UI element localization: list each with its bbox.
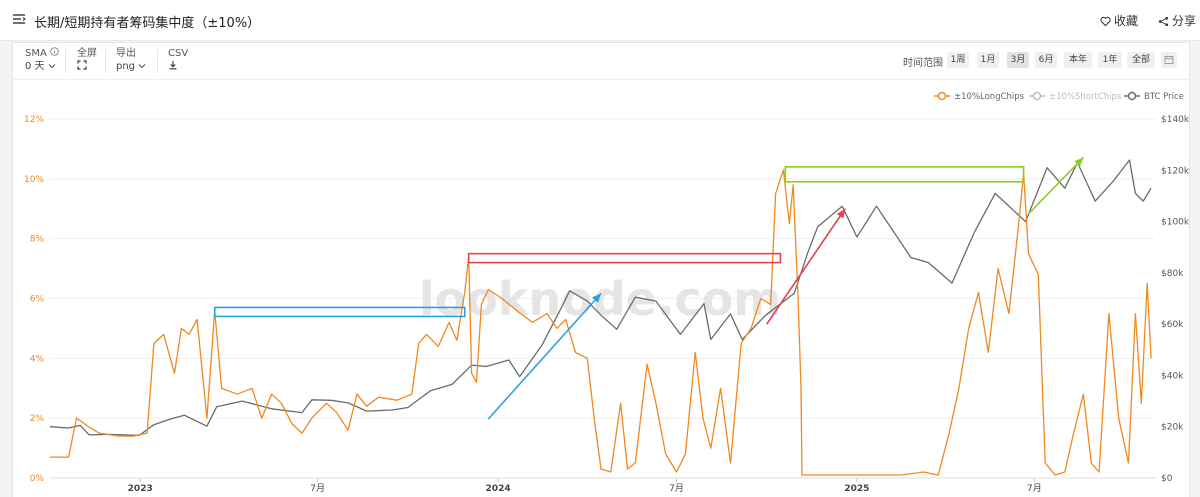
right-axis-tick-label: $80k	[1161, 269, 1184, 279]
left-axis-tick-label: 12%	[24, 115, 44, 125]
watermark: looknode.com	[419, 272, 781, 326]
left-axis-tick-label: 8%	[30, 235, 45, 245]
legend-label: BTC Price	[1144, 92, 1184, 102]
menu-icon[interactable]	[12, 12, 26, 26]
heart-icon	[1100, 16, 1111, 27]
legend-swatch-marker	[1032, 91, 1042, 101]
blue-range-box	[213, 306, 466, 318]
export-control[interactable]: 导出 png	[116, 47, 146, 73]
red-range-box	[467, 252, 782, 264]
x-axis-tick-label: 7月	[669, 483, 684, 494]
left-axis-tick-label: 2%	[30, 414, 45, 424]
sma-value: 0 天	[25, 61, 45, 72]
long-chips-line	[50, 169, 1152, 476]
right-axis-tick-label: $140k	[1161, 115, 1190, 125]
x-axis-tick-label: 2023	[128, 484, 153, 494]
sma-label: SMA	[25, 48, 47, 59]
right-axis-tick-label: $40k	[1161, 371, 1184, 381]
range-1y-button[interactable]: 1年	[1098, 52, 1122, 68]
range-ytd-button[interactable]: 本年	[1064, 52, 1092, 68]
chevron-down-icon	[138, 64, 146, 69]
info-icon	[50, 47, 59, 56]
right-axis-tick-label: $60k	[1161, 320, 1184, 330]
page-title: 长期/短期持有者筹码集中度（±10%）	[34, 16, 261, 31]
x-axis-tick-label: 7月	[1027, 483, 1042, 494]
favorite-label: 收藏	[1114, 14, 1139, 28]
green-arrow-head	[1074, 157, 1084, 167]
calendar-icon	[1164, 55, 1174, 64]
x-axis-tick-label: 2024	[486, 484, 511, 494]
divider	[65, 49, 66, 73]
legend-label: ±10%ShortChips	[1049, 92, 1122, 102]
chevron-down-icon	[48, 64, 56, 69]
x-axis-tick-label: 7月	[310, 483, 325, 494]
legend-item[interactable]: ±10%LongChips	[934, 91, 1025, 102]
right-axis-tick-label: $0	[1161, 474, 1173, 484]
legend-swatch-marker	[1127, 91, 1137, 101]
share-label: 分享	[1172, 14, 1197, 28]
right-axis-tick-label: $100k	[1161, 218, 1190, 228]
export-label: 导出	[116, 48, 136, 59]
fullscreen-icon	[77, 60, 87, 70]
legend-item[interactable]: BTC Price	[1124, 91, 1184, 102]
right-axis-tick-label: $20k	[1161, 423, 1184, 433]
left-axis-tick-label: 0%	[30, 474, 45, 484]
range-6m-button[interactable]: 6月	[1035, 52, 1057, 68]
favorite-button[interactable]: 收藏	[1100, 12, 1138, 29]
sma-control[interactable]: SMA 0 天	[25, 47, 59, 73]
share-button[interactable]: 分享	[1158, 12, 1196, 29]
export-format: png	[116, 61, 136, 72]
left-axis-tick-label: 10%	[24, 175, 44, 185]
share-icon	[1158, 16, 1169, 27]
legend-item[interactable]: ±10%ShortChips	[1029, 91, 1122, 102]
legend-label: ±10%LongChips	[954, 92, 1025, 102]
chart-toolbar: SMA 0 天 全屏 导出 png CSV 时间范围 1周 1月 3月 6月 本…	[13, 43, 1189, 80]
chart-card: SMA 0 天 全屏 导出 png CSV 时间范围 1周 1月 3月 6月 本…	[12, 42, 1190, 497]
green-range-box	[784, 166, 1025, 183]
divider	[105, 49, 106, 73]
csv-button[interactable]: CSV	[168, 47, 188, 74]
green-arrow-line	[1027, 156, 1084, 215]
x-axis-tick-label: 2025	[844, 484, 869, 494]
red-arrow-head	[836, 208, 846, 219]
top-bar: 长期/短期持有者筹码集中度（±10%） 收藏 分享	[0, 0, 1200, 41]
download-icon	[169, 61, 177, 70]
legend-swatch-marker	[937, 91, 947, 101]
time-range-label: 时间范围	[903, 58, 943, 69]
left-axis-tick-label: 4%	[30, 354, 45, 364]
blue-arrow-head	[592, 293, 602, 303]
right-axis-tick-label: $120k	[1161, 166, 1190, 176]
btc-price-line	[49, 159, 1152, 437]
fullscreen-button[interactable]: 全屏	[77, 47, 97, 74]
fullscreen-label: 全屏	[77, 48, 97, 59]
blue-arrow-line	[487, 292, 602, 420]
range-1w-button[interactable]: 1周	[947, 52, 969, 68]
calendar-button[interactable]	[1161, 52, 1177, 68]
range-1m-button[interactable]: 1月	[977, 52, 999, 68]
range-3m-button[interactable]: 3月	[1007, 52, 1029, 68]
left-axis-tick-label: 6%	[30, 295, 45, 305]
csv-label: CSV	[168, 48, 189, 59]
range-all-button[interactable]: 全部	[1127, 52, 1155, 68]
red-arrow-line	[766, 208, 846, 325]
divider	[157, 49, 158, 73]
